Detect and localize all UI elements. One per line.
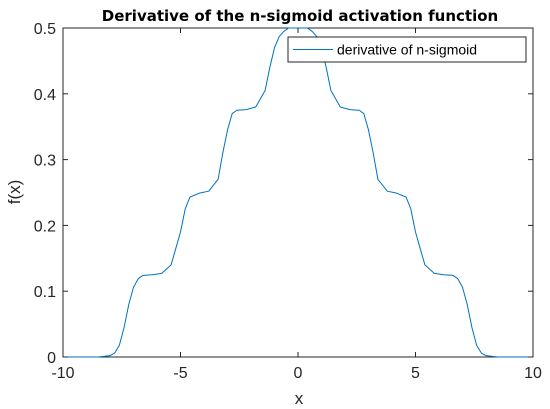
y-axis-label: f(x) [5,180,24,205]
chart-title: Derivative of the n-sigmoid activation f… [102,7,498,25]
y-tick-label: 0.4 [34,87,56,104]
legend-label: derivative of n-sigmoid [337,42,477,58]
ticks: -10 -5 0 5 10 0 0.1 0.2 0.3 0.4 0.5 [34,21,542,382]
y-tick-label: 0.1 [34,284,56,301]
x-tick-label: -5 [173,365,187,382]
y-tick-label: 0.5 [34,21,56,38]
y-tick-label: 0.2 [34,218,56,235]
x-tick-label: 5 [411,365,420,382]
x-tick-label: 0 [294,365,303,382]
legend: derivative of n-sigmoid [287,36,527,63]
x-tick-label: 10 [524,365,542,382]
y-tick-label: 0 [47,350,56,367]
y-tick-label: 0.3 [34,153,56,170]
x-axis-label: x [295,389,304,408]
x-tick-label: -10 [51,365,74,382]
